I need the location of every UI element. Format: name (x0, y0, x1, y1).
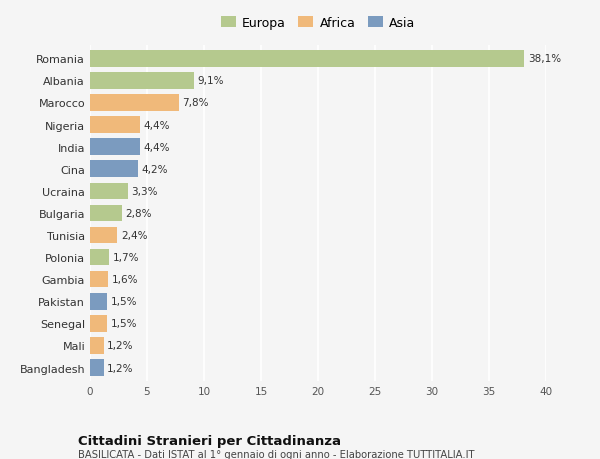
Text: 3,3%: 3,3% (131, 186, 158, 196)
Text: 1,2%: 1,2% (107, 363, 134, 373)
Bar (90, 271, 108, 288)
Bar (90, 249, 109, 266)
Text: 38,1%: 38,1% (528, 54, 561, 64)
Bar (90, 95, 179, 112)
Bar (90, 117, 140, 134)
Text: 7,8%: 7,8% (182, 98, 209, 108)
Text: BASILICATA - Dati ISTAT al 1° gennaio di ogni anno - Elaborazione TUTTITALIA.IT: BASILICATA - Dati ISTAT al 1° gennaio di… (78, 449, 475, 459)
Text: 2,4%: 2,4% (121, 230, 147, 241)
Bar (90, 51, 524, 67)
Bar (90, 359, 104, 376)
Bar (90, 139, 140, 156)
Legend: Europa, Africa, Asia: Europa, Africa, Asia (215, 12, 421, 35)
Bar (90, 183, 128, 200)
Text: 4,4%: 4,4% (143, 142, 170, 152)
Bar (90, 161, 138, 178)
Bar (90, 205, 122, 222)
Text: 1,6%: 1,6% (112, 274, 138, 285)
Text: 9,1%: 9,1% (197, 76, 224, 86)
Bar (90, 227, 118, 244)
Text: 1,5%: 1,5% (110, 297, 137, 307)
Bar (90, 337, 104, 354)
Bar (90, 315, 107, 332)
Text: 1,7%: 1,7% (113, 252, 139, 263)
Text: 1,5%: 1,5% (110, 319, 137, 329)
Text: 1,2%: 1,2% (107, 341, 134, 351)
Text: Cittadini Stranieri per Cittadinanza: Cittadini Stranieri per Cittadinanza (78, 434, 341, 447)
Bar (90, 73, 194, 90)
Text: 4,4%: 4,4% (143, 120, 170, 130)
Bar (90, 293, 107, 310)
Text: 2,8%: 2,8% (125, 208, 152, 218)
Text: 4,2%: 4,2% (142, 164, 168, 174)
